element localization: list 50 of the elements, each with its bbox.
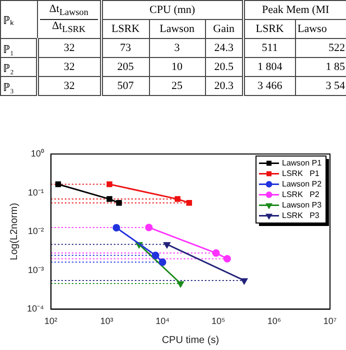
text: 32 [38, 38, 102, 58]
text: 3 466 [244, 76, 296, 96]
text: Δt$_{Lawson}$ [40, 2, 98, 20]
text: 3 [149, 38, 206, 58]
legend-label: Lawson P3 [282, 200, 322, 210]
text: ℙ₂ [0, 58, 38, 76]
y-tick-label: 10⁻¹ [28, 187, 44, 198]
legend-label: LSRK P1 [282, 168, 320, 178]
text: 511 [244, 38, 296, 58]
legend-label: Lawson P2 [282, 179, 322, 188]
text: 25 [149, 76, 206, 96]
text: Lawso [295, 20, 346, 38]
text: LSRK [244, 20, 296, 38]
text: Lawson [149, 20, 206, 38]
text: 1 804 [244, 58, 296, 76]
text: 24.3 [205, 38, 244, 58]
y-tick-label: 10⁰ [30, 148, 44, 158]
text: ℙ₁ [0, 38, 38, 58]
text: Gain [205, 20, 244, 38]
text: 1 85 [295, 58, 346, 76]
y-tick-label: 10⁻² [28, 226, 44, 236]
text: 20.3 [205, 76, 244, 96]
text: CPU (mn) [101, 0, 244, 20]
text: Δt$_{LSRK}$ [50, 20, 87, 36]
x-tick-label: 10² [44, 316, 58, 326]
text: Peak Mem (MI [244, 0, 346, 20]
y-tick-label: 10⁻⁴ [26, 304, 44, 314]
text: 32 [38, 76, 102, 96]
text: ℙₖ [0, 0, 38, 38]
x-axis-title: CPU time (s) [162, 334, 220, 346]
text: 10 [149, 58, 206, 76]
text: 522 [295, 38, 346, 58]
text: 73 [101, 38, 150, 58]
x-tick-label: 10³ [100, 316, 114, 326]
y-tick-label: 10⁻³ [28, 264, 44, 275]
legend-label: Lawson P1 [282, 158, 322, 168]
text: 20.5 [205, 58, 244, 76]
y-axis-title: Log(L2norm) [8, 202, 20, 260]
x-tick-label: 10⁶ [267, 316, 282, 326]
x-tick-label: 10⁷ [323, 316, 337, 326]
x-tick-label: 10⁵ [211, 316, 226, 326]
text: 205 [101, 58, 150, 76]
x-tick-label: 10⁴ [156, 316, 170, 326]
legend-label: LSRK P3 [282, 210, 320, 220]
text: 32 [38, 58, 102, 76]
text: 507 [101, 76, 150, 96]
legend-label: LSRK P2 [282, 190, 320, 199]
text: 3 54 [295, 76, 346, 96]
text: ℙ₃ [0, 76, 38, 96]
text: LSRK [101, 20, 150, 38]
